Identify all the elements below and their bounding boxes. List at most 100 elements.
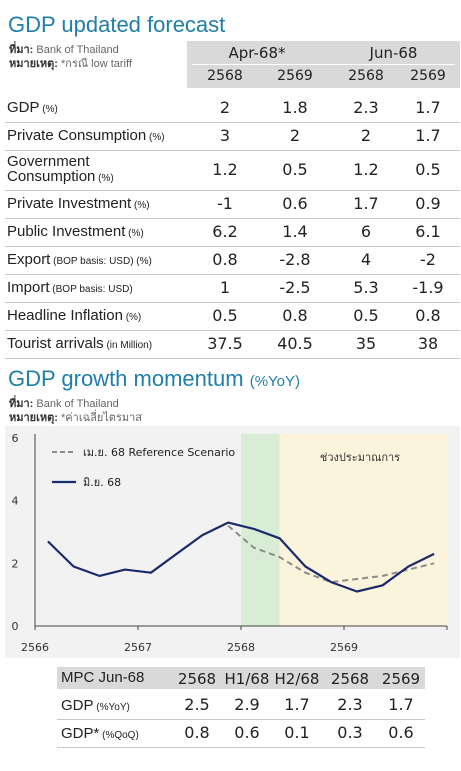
forecast-value: 1 (219, 278, 231, 297)
year-header: 2569 (410, 68, 446, 84)
forecast-value: 35 (355, 334, 377, 353)
gdp-momentum-chart: ช่วงประมาณการ 0 2 4 6 2566 2567 2568 2569 เม.ย. 6… (5, 426, 460, 658)
forecast-value: 0.5 (212, 306, 238, 325)
mpc-header-cell: 2568 (330, 670, 370, 688)
forecast-note: หมายเหตุ: *กรณี low tariff (9, 58, 132, 70)
forecast-value: 0.9 (415, 194, 441, 213)
momentum-source: ที่มา: Bank of Thailand (9, 398, 119, 410)
y-tick-label: 4 (12, 495, 19, 508)
forecast-source: ที่มา: Bank of Thailand (9, 44, 119, 56)
forecast-value: 1.8 (282, 98, 308, 117)
forecast-value: 1.7 (415, 126, 441, 145)
forecast-value: -1.9 (412, 278, 444, 297)
y-tick-label: 0 (12, 620, 19, 633)
row-divider (5, 122, 460, 123)
forecast-value: -1 (217, 194, 233, 213)
row-divider (5, 302, 460, 303)
row-label: Public Investment (%) (7, 223, 144, 240)
row-label: Export (BOP basis: USD) (%) (7, 251, 152, 268)
forecast-value: 0.6 (282, 194, 308, 213)
row-divider (5, 274, 460, 275)
mpc-row-label: GDP (%YoY) (61, 697, 130, 714)
forecast-value: 6.1 (415, 222, 441, 241)
mpc-header-cell: H2/68 (274, 670, 320, 688)
row-label: Import (BOP basis: USD) (7, 279, 133, 296)
row-divider (5, 218, 460, 219)
row-divider (5, 330, 460, 331)
mpc-value: 0.3 (337, 723, 363, 742)
forecast-value: 40.5 (277, 334, 313, 353)
mpc-row-divider (57, 747, 425, 748)
mpc-row-label: GDP* (%QoQ) (61, 725, 139, 742)
x-tick-label: 2568 (227, 641, 255, 654)
forecast-value: -2.5 (279, 278, 311, 297)
row-label: Government Consumption (%) (7, 153, 114, 185)
row-divider (5, 246, 460, 247)
forecast-value: 0.5 (282, 160, 308, 179)
forecast-value: 1.7 (353, 194, 379, 213)
group-apr: Apr-68* (228, 44, 286, 62)
row-divider (5, 150, 460, 151)
mpc-value: 1.7 (284, 695, 310, 714)
shaded-region-forecast (279, 434, 447, 626)
year-header: 2568 (207, 68, 243, 84)
row-label: Tourist arrivals (in Million) (7, 335, 153, 352)
y-tick-label: 6 (12, 432, 19, 445)
forecast-value: 5.3 (353, 278, 379, 297)
series-line-apr (227, 524, 435, 584)
forecast-value: 4 (360, 250, 372, 269)
year-header: 2568 (348, 68, 384, 84)
forecast-value: 1.7 (415, 98, 441, 117)
mpc-value: 0.1 (284, 723, 310, 742)
mpc-header-cell: 2569 (381, 670, 421, 688)
forecast-value: 0.5 (353, 306, 379, 325)
mpc-row-divider (57, 719, 425, 720)
mpc-value: 2.9 (234, 695, 260, 714)
mpc-value: 0.8 (184, 723, 210, 742)
momentum-note: หมายเหตุ: *ค่าเฉลี่ยไตรมาส (9, 412, 142, 424)
forecast-value: 2 (219, 98, 231, 117)
group-jun: Jun-68 (369, 44, 418, 62)
forecast-value: 2 (289, 126, 301, 145)
forecast-value: 2.3 (353, 98, 379, 117)
forecast-value: 0.5 (415, 160, 441, 179)
forecast-value: 0.8 (212, 250, 238, 269)
x-tick-label: 2567 (124, 641, 152, 654)
row-label: Headline Inflation (%) (7, 307, 142, 324)
forecast-value: 6 (360, 222, 372, 241)
row-label: Private Consumption (%) (7, 127, 165, 144)
year-header: 2569 (277, 68, 313, 84)
forecast-value: 2 (360, 126, 372, 145)
momentum-title: GDP growth momentum (%YoY) (8, 366, 301, 391)
mpc-header-band (57, 667, 425, 689)
forecast-value: -2 (420, 250, 436, 269)
forecast-value: 0.8 (415, 306, 441, 325)
row-divider (5, 358, 460, 359)
shaded-region-green (241, 434, 280, 626)
row-divider (5, 190, 460, 191)
row-label: Private Investment (%) (7, 195, 150, 212)
forecast-title: GDP updated forecast (8, 12, 226, 37)
y-tick-label: 2 (12, 557, 19, 570)
legend-label-jun: มิ.ย. 68 (83, 476, 121, 489)
row-label: GDP (%) (7, 99, 58, 116)
forecast-value: 6.2 (212, 222, 238, 241)
mpc-header-cell: H1/68 (224, 670, 270, 688)
x-tick-label: 2569 (330, 641, 358, 654)
forecast-value: 1.2 (353, 160, 379, 179)
series-line-jun (47, 521, 435, 593)
forecast-value: 38 (417, 334, 439, 353)
forecast-value: 0.8 (282, 306, 308, 325)
mpc-header-title: MPC Jun-68 (61, 669, 145, 686)
mpc-header-cell: 2568 (177, 670, 217, 688)
forecast-value: 37.5 (207, 334, 243, 353)
legend-label-apr: เม.ย. 68 Reference Scenario (83, 446, 235, 459)
mpc-value: 0.6 (388, 723, 414, 742)
mpc-value: 2.3 (337, 695, 363, 714)
mpc-value: 1.7 (388, 695, 414, 714)
forecast-value: 1.4 (282, 222, 308, 241)
forecast-value: 1.2 (212, 160, 238, 179)
forecast-period-label: ช่วงประมาณการ (320, 451, 400, 464)
x-tick-label: 2566 (21, 641, 49, 654)
mpc-value: 2.5 (184, 695, 210, 714)
